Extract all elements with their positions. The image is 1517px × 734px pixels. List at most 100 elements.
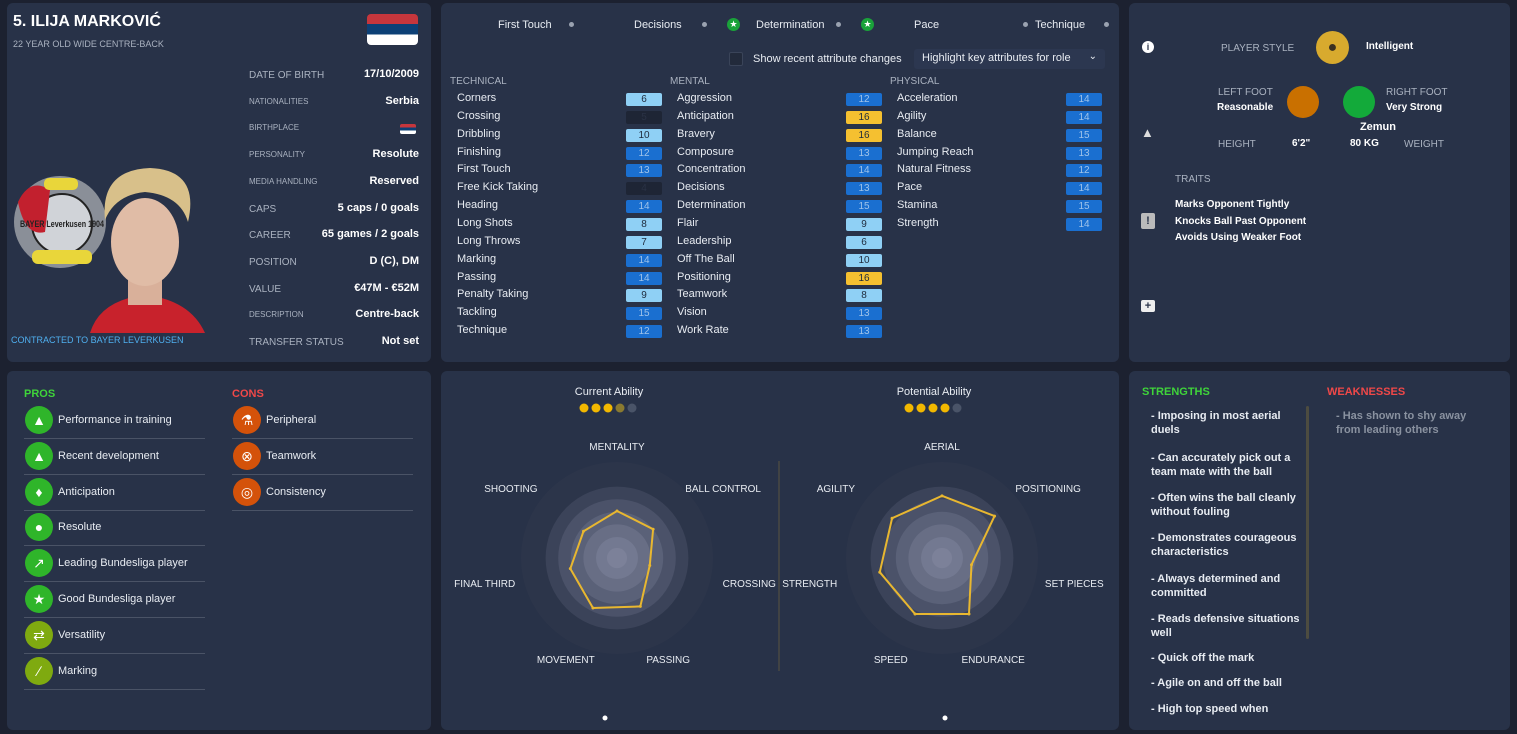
info-value: 5 caps / 0 goals [337,201,419,214]
attribute-value: 14 [626,271,662,285]
show-changes-label[interactable]: Show recent attribute changes [753,53,902,65]
attribute-name[interactable]: Acceleration [897,92,958,104]
attribute-value: 16 [846,128,882,142]
con-label: Teamwork [266,449,317,462]
contract-link[interactable]: CONTRACTED TO BAYER LEVERKUSEN [11,335,184,345]
attribute-name[interactable]: Bravery [677,127,715,140]
chevron-down-icon: ⌄ [1088,51,1097,62]
attribute-name[interactable]: Penalty Taking [457,288,529,301]
info-value: Zemun [1359,121,1396,134]
attribute-name[interactable]: Free Kick Taking [457,181,539,194]
attribute-name[interactable]: Vision [677,306,707,319]
right-boot-icon [1343,86,1375,118]
con-item: ⊗ Teamwork [232,439,413,475]
radar-ring [883,499,1001,617]
attribute-value: 15 [1066,128,1102,142]
attribute-name[interactable]: Long Shots [457,216,513,229]
attribute-value: 16 [846,271,882,285]
attribute-name[interactable]: Stamina [897,199,938,212]
attribute-name[interactable]: Jumping Reach [897,145,974,158]
attribute-value: 8 [626,217,662,231]
traits-label: TRAITS [1175,174,1211,185]
show-changes-checkbox[interactable] [729,52,743,66]
attribute-name[interactable]: Aggression [677,92,733,104]
pro-item: ▲ Performance in training [24,403,205,439]
attribute-name[interactable]: Concentration [677,163,746,176]
key-attribute: Decisions [634,19,682,31]
highlight-role-dropdown[interactable]: Highlight key attributes for role ⌄ [914,49,1105,69]
attribute-name[interactable]: Teamwork [677,288,728,301]
info-label: PERSONALITY [249,150,306,160]
attribute-name[interactable]: Leadership [677,234,732,247]
attribute-name[interactable]: Anticipation [677,109,734,122]
radar-ring [521,462,713,654]
attribute-value: 14 [1066,93,1102,106]
attribute-value: 13 [846,307,882,321]
attribute-name[interactable]: Heading [457,199,498,212]
attribute-name[interactable]: Long Throws [457,234,521,247]
pro-label: Marking [58,664,98,677]
radar-ring [846,462,1038,654]
attribute-name[interactable]: Natural Fitness [897,163,971,176]
attribute-name[interactable]: Finishing [457,145,502,158]
ability-star [579,403,589,413]
birthplace-flag-icon [400,124,416,134]
attribute-value: 16 [846,110,882,124]
radar-axis-label: BALL CONTROL [685,484,761,495]
attribute-name[interactable]: Decisions [677,181,725,194]
attribute-name[interactable]: Pace [897,181,923,194]
info-icon[interactable]: i [1142,41,1154,53]
strengths-scrollbar[interactable] [1306,406,1309,639]
medical-icon[interactable]: + [1141,300,1155,312]
attribute-value: 4 [626,182,662,196]
con-icon: ⊗ [233,441,261,470]
player-style-label: PLAYER STYLE [1221,43,1295,54]
attribute-name[interactable]: Dribbling [457,127,501,140]
attribute-name[interactable]: Balance [897,127,937,140]
radar-axis-label: PASSING [646,655,690,666]
attribute-name[interactable]: Agility [897,109,927,122]
key-attribute-dot-icon [702,22,707,27]
strengths-panel [1129,371,1510,730]
attribute-name[interactable]: Determination [677,199,746,212]
attribute-name[interactable]: Crossing [457,109,501,122]
weaknesses-title: WEAKNESSES [1327,386,1406,398]
attribute-value: 14 [626,253,662,267]
attribute-name[interactable]: First Touch [457,163,511,176]
info-value: 17/10/2009 [363,68,419,80]
bell-icon[interactable]: ▲ [1141,125,1154,140]
alert-icon[interactable]: ! [1141,213,1155,229]
pro-item: ⇄ Versatility [24,618,205,654]
pro-icon: ● [25,513,53,542]
pros-cons-panel [7,371,431,730]
highlight-role-label: Highlight key attributes for role [922,52,1071,64]
attribute-name[interactable]: Positioning [677,270,731,283]
attribute-name[interactable]: Tackling [457,306,497,319]
pro-icon: ★ [25,585,53,613]
player-subtitle: 22 YEAR OLD WIDE CENTRE-BACK [13,39,164,49]
attribute-name[interactable]: Marking [457,252,497,265]
attribute-value: 6 [846,235,882,249]
page-dot[interactable] [942,715,948,721]
attribute-name[interactable]: Flair [677,216,699,229]
attribute-name[interactable]: Passing [457,270,497,283]
attribute-value: 15 [1066,200,1102,214]
info-label: CAREER [249,230,291,242]
key-attribute: Pace [914,19,940,31]
attribute-value: 14 [1066,182,1102,196]
radar-axis-label: AGILITY [817,484,856,495]
pros-title: PROS [24,388,56,400]
attribute-value: 12 [626,325,662,339]
attribute-name[interactable]: Composure [677,145,734,158]
pro-label: Versatility [58,628,106,641]
radar-ring [921,537,963,579]
page-dot[interactable] [602,715,608,721]
attribute-name[interactable]: Corners [457,92,497,104]
attribute-name[interactable]: Off The Ball [677,252,735,265]
trait-item: Marks Opponent Tightly [1175,199,1290,210]
attribute-name[interactable]: Strength [897,216,939,229]
attribute-value: 13 [846,146,882,160]
attribute-name[interactable]: Technique [457,324,508,337]
attribute-name[interactable]: Work Rate [677,324,729,337]
info-label: DATE OF BIRTH [249,70,325,81]
